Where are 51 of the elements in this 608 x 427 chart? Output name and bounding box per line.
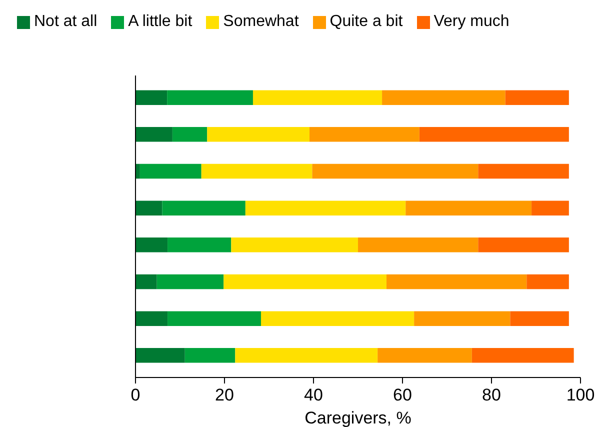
bar — [245, 200, 406, 216]
x-tick-label: 20 — [215, 386, 234, 404]
bar — [472, 348, 574, 363]
bar — [252, 90, 382, 105]
bar — [505, 90, 569, 105]
x-tick-label: 100 — [566, 386, 595, 404]
bar — [358, 238, 478, 252]
bar — [140, 164, 202, 179]
bar — [136, 311, 168, 326]
legend-label: A little bit — [128, 12, 192, 32]
bar — [156, 274, 224, 290]
bar — [224, 274, 386, 290]
x-tick-label: 40 — [304, 386, 323, 404]
bar — [478, 164, 569, 179]
bar — [406, 200, 532, 216]
bar — [510, 311, 569, 326]
x-axis-title: Caregivers, % — [304, 408, 412, 427]
bar — [532, 200, 569, 216]
bar — [378, 348, 472, 363]
bar — [167, 90, 253, 105]
bar — [136, 90, 168, 105]
x-tick-label: 0 — [130, 386, 140, 404]
legend-label: Very much — [434, 12, 510, 32]
bar — [260, 311, 414, 326]
x-tick-label: 60 — [393, 386, 412, 404]
bar — [309, 127, 420, 142]
bar — [312, 164, 478, 179]
legend-label: Quite a bit — [330, 12, 403, 32]
bar — [136, 127, 172, 142]
bar — [136, 200, 162, 216]
bar — [136, 348, 185, 363]
legend-label: Somewhat — [223, 12, 299, 32]
bar — [201, 164, 312, 179]
bar — [478, 238, 569, 252]
bar — [136, 274, 157, 290]
bar — [231, 238, 358, 252]
bar — [207, 127, 310, 142]
bar — [526, 274, 569, 290]
bar — [382, 90, 506, 105]
x-tick-label: 80 — [482, 386, 501, 404]
bar — [414, 311, 510, 326]
bar — [162, 200, 246, 216]
bar — [184, 348, 236, 363]
bar — [136, 238, 168, 252]
legend-label: Not at all — [34, 12, 98, 32]
bar — [172, 127, 208, 142]
bar — [235, 348, 378, 363]
bar — [419, 127, 569, 142]
bar — [386, 274, 527, 290]
bar — [168, 311, 261, 326]
bar — [168, 238, 232, 252]
